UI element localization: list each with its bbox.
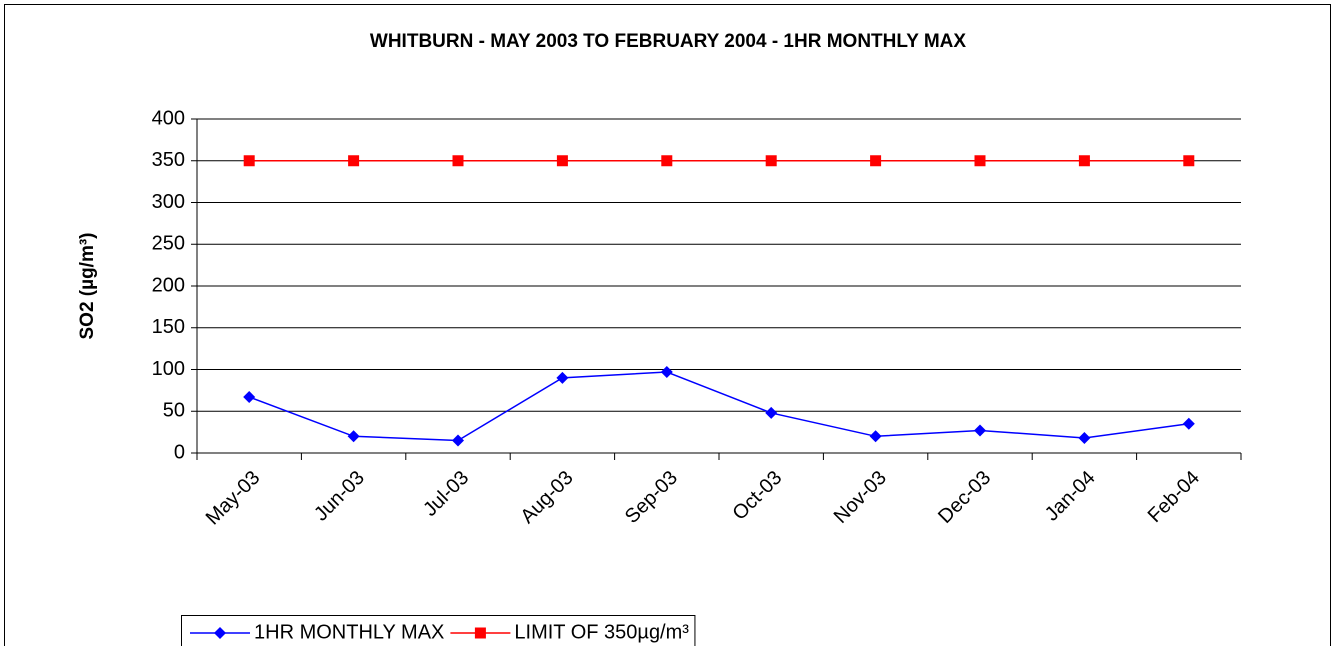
y-axis-title: SO2 (µg/m³): [77, 232, 98, 339]
data-point: [765, 155, 777, 167]
data-point: [348, 155, 360, 167]
data-point: [661, 155, 673, 167]
data-point: [1183, 155, 1195, 167]
data-point: [869, 430, 882, 443]
y-tick-label: 200: [152, 274, 185, 296]
data-point: [974, 155, 986, 167]
data-point: [556, 371, 569, 384]
data-point: [1182, 417, 1195, 430]
y-tick-label: 300: [152, 191, 185, 213]
data-point: [243, 155, 255, 167]
data-point: [1078, 431, 1091, 444]
data-point: [870, 155, 882, 167]
legend-marker: [214, 627, 226, 639]
data-point: [1078, 155, 1090, 167]
y-tick-label: 250: [152, 233, 185, 255]
y-tick-label: 100: [152, 358, 185, 380]
y-tick-label: 50: [163, 400, 185, 422]
y-tick-label: 150: [152, 316, 185, 338]
data-point: [660, 366, 673, 379]
y-tick-label: 0: [174, 441, 185, 463]
data-point: [556, 155, 568, 167]
data-point: [974, 424, 986, 437]
y-tick-label: 400: [152, 107, 185, 129]
data-point: [243, 391, 256, 404]
legend-label: 1HR MONTHLY MAX: [254, 621, 444, 643]
data-point: [347, 430, 360, 443]
legend-label: LIMIT OF 350µg/m³: [514, 621, 689, 643]
chart-title: WHITBURN - MAY 2003 TO FEBRUARY 2004 - 1…: [370, 31, 966, 52]
data-point: [452, 434, 464, 447]
data-point: [765, 406, 778, 419]
legend-box: [181, 615, 696, 646]
series-line: [248, 371, 1189, 442]
y-tick-label: 350: [152, 149, 185, 171]
data-point: [452, 155, 464, 167]
legend-marker: [474, 627, 486, 639]
chart-frame: [4, 4, 1331, 646]
